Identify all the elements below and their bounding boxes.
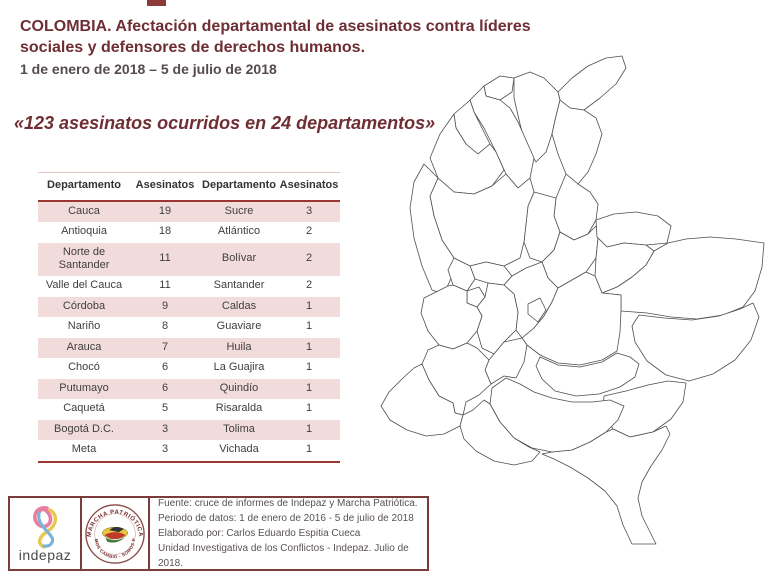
headline-quote: «123 asesinatos ocurridos en 24 departam… bbox=[14, 113, 436, 133]
table-cell: Chocó bbox=[68, 361, 100, 374]
table-cell: 11 bbox=[159, 252, 171, 265]
header-block: COLOMBIA. Afectación departamental de as… bbox=[20, 16, 565, 77]
table-row: Arauca 7 Huila 1 bbox=[38, 337, 340, 358]
map-region-choco bbox=[409, 163, 455, 295]
table-cell: Bogotá D.C. bbox=[54, 422, 114, 435]
map-region-bolivar bbox=[469, 85, 535, 189]
table-cell: 6 bbox=[161, 381, 169, 394]
table-cell: Risaralda bbox=[215, 402, 263, 415]
table-row: Putumayo 6 Quindío 1 bbox=[38, 378, 340, 399]
table-cell: Vichada bbox=[219, 443, 259, 456]
table-cell: 19 bbox=[158, 204, 172, 217]
table-cell: 1 bbox=[305, 422, 313, 435]
table-cell: Antioquia bbox=[61, 225, 107, 238]
map-region-casanare bbox=[594, 237, 655, 294]
table-cell: 6 bbox=[161, 361, 169, 374]
table-row: Cauca 19 Sucre 3 bbox=[38, 201, 340, 222]
indepaz-ribbon-icon bbox=[33, 505, 58, 549]
source-line-1: Fuente: cruce de informes de Indepaz y M… bbox=[158, 498, 418, 509]
map-region-la-guajira bbox=[557, 55, 627, 111]
source-line-3: Elaborado por: Carlos Eduardo Espitia Cu… bbox=[158, 528, 361, 539]
map-region-guaviare bbox=[535, 352, 640, 397]
map-region-valle-del-cauca bbox=[420, 284, 483, 350]
colombia-choropleth-map bbox=[380, 55, 765, 545]
table-cell: Sucre bbox=[224, 204, 254, 217]
marcha-patriotica-seal-cell: MARCHA PATRIÓTICA · SOMOS CAMBIO - SOMOS… bbox=[80, 498, 150, 569]
data-table: Departamento Asesinatos Departamento Ase… bbox=[38, 172, 340, 463]
table-cell: 5 bbox=[161, 402, 169, 415]
map-region-arauca bbox=[595, 211, 672, 248]
source-line-4: Unidad Investigativa de los Conflictos -… bbox=[158, 543, 409, 569]
date-range: 1 de enero de 2018 – 5 de julio de 2018 bbox=[20, 61, 277, 78]
table-cell: 2 bbox=[305, 252, 313, 265]
table-row: Bogotá D.C. 3 Tolima 1 bbox=[38, 419, 340, 440]
table-row: Córdoba 9 Caldas 1 bbox=[38, 296, 340, 317]
table-cell: Caquetá bbox=[63, 402, 105, 415]
table-cell: Valle del Cauca bbox=[45, 279, 123, 292]
table-cell: Putumayo bbox=[59, 381, 109, 394]
map-region-guainia bbox=[631, 302, 760, 382]
col-header-departamento-1: Departamento bbox=[47, 179, 121, 192]
indepaz-logo-cell: indepaz bbox=[10, 498, 80, 569]
top-red-dash bbox=[147, 0, 166, 6]
table-row: Chocó 6 La Guajira 1 bbox=[38, 358, 340, 379]
table-cell: Quindío bbox=[219, 381, 259, 394]
table-cell: Norte de Santander bbox=[58, 245, 110, 272]
table-cell: Bolívar bbox=[221, 252, 257, 265]
table-row: Nariño 8 Guaviare 1 bbox=[38, 317, 340, 338]
table-cell: Guaviare bbox=[216, 320, 262, 333]
table-cell: 3 bbox=[305, 204, 313, 217]
table-cell: Huila bbox=[226, 340, 252, 353]
table-cell: 18 bbox=[158, 225, 172, 238]
table-cell: 1 bbox=[305, 443, 313, 456]
table-header-row: Departamento Asesinatos Departamento Ase… bbox=[38, 173, 340, 202]
table-cell: 11 bbox=[159, 279, 171, 292]
table-cell: 3 bbox=[161, 422, 169, 435]
indepaz-logo-text: indepaz bbox=[18, 546, 72, 563]
table-cell: Arauca bbox=[66, 340, 102, 353]
col-header-departamento-2: Departamento bbox=[202, 179, 276, 192]
table-cell: Caldas bbox=[221, 299, 257, 312]
table-cell: 7 bbox=[161, 340, 169, 353]
map-region-meta bbox=[521, 271, 622, 366]
table-cell: 1 bbox=[305, 381, 313, 394]
table-cell: 9 bbox=[161, 299, 169, 312]
table-cell: 2 bbox=[305, 279, 313, 292]
table-cell: 8 bbox=[161, 320, 169, 333]
table-cell: 1 bbox=[305, 320, 313, 333]
table-cell: 1 bbox=[305, 361, 313, 374]
table-cell: Cauca bbox=[68, 204, 100, 217]
table-cell: 1 bbox=[305, 402, 313, 415]
table-body: Cauca 19 Sucre 3 Antioquia 18 Atlántico 2 Norte … bbox=[38, 201, 340, 461]
marcha-patriotica-seal-icon: MARCHA PATRIÓTICA · SOMOS CAMBIO - SOMOS… bbox=[84, 503, 145, 564]
map-region-putumayo bbox=[459, 399, 541, 466]
table-cell: Córdoba bbox=[62, 299, 106, 312]
table-row: Antioquia 18 Atlántico 2 bbox=[38, 222, 340, 243]
table-cell: 3 bbox=[161, 443, 169, 456]
col-header-asesinatos-2: Asesinatos bbox=[279, 179, 339, 192]
table-row: Meta 3 Vichada 1 bbox=[38, 440, 340, 461]
table-cell: La Guajira bbox=[213, 361, 265, 374]
source-line-2: Periodo de datos: 1 de enero de 2016 - 5… bbox=[158, 513, 414, 524]
col-header-asesinatos-1: Asesinatos bbox=[135, 179, 195, 192]
map-region-bogota bbox=[527, 297, 547, 323]
map-region-cesar bbox=[551, 99, 603, 185]
table-cell: Tolima bbox=[223, 422, 255, 435]
table-cell: 1 bbox=[305, 299, 313, 312]
table-cell: Meta bbox=[71, 443, 97, 456]
page-title: COLOMBIA. Afectación departamental de as… bbox=[20, 18, 531, 57]
table-row: Caquetá 5 Risaralda 1 bbox=[38, 399, 340, 420]
table-row: Norte de Santander 11 Bolívar 2 bbox=[38, 242, 340, 276]
source-text-cell: Fuente: cruce de informes de Indepaz y M… bbox=[150, 498, 427, 569]
table-cell: Santander bbox=[213, 279, 265, 292]
table-cell: 1 bbox=[305, 340, 313, 353]
map-region-narino bbox=[380, 363, 464, 437]
table-cell: Atlántico bbox=[217, 225, 261, 238]
footer-credits-box: indepaz MARCHA PATRIÓTICA · SOMOS CAMBIO… bbox=[8, 496, 429, 571]
table-cell: Nariño bbox=[67, 320, 101, 333]
table-row: Valle del Cauca 11 Santander 2 bbox=[38, 276, 340, 297]
table-cell: 2 bbox=[305, 225, 313, 238]
